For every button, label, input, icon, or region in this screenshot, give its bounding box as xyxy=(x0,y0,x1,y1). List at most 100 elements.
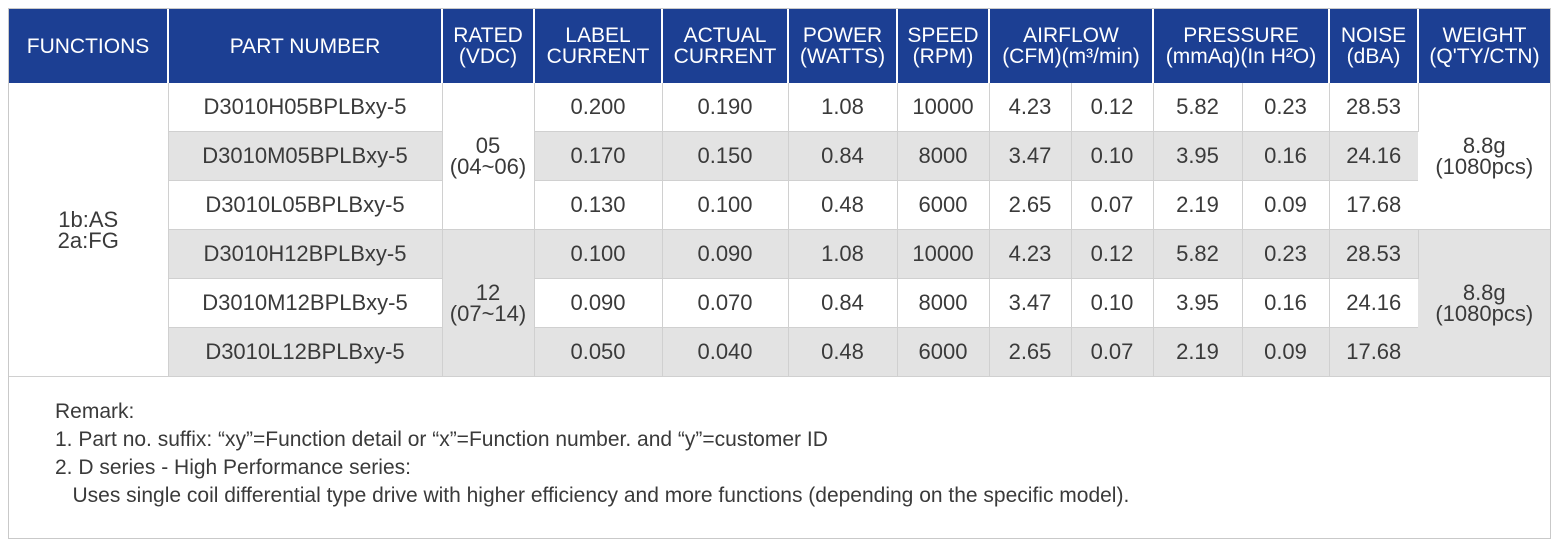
noise-cell: 28.53 xyxy=(1329,229,1419,279)
rated-cell: 12 (07~14) xyxy=(442,229,535,377)
label-current-cell: 0.130 xyxy=(534,180,663,230)
label-current-cell: 0.200 xyxy=(534,83,663,132)
rated-line2: (04~06) xyxy=(449,154,527,179)
actual-current-cell: 0.100 xyxy=(662,180,789,230)
header-rated: RATED (VDC) xyxy=(442,9,535,83)
header-noise-line1: NOISE xyxy=(1340,24,1407,47)
header-part-number: PART NUMBER xyxy=(168,9,443,83)
header-power-line2: (WATTS) xyxy=(799,45,886,68)
header-speed: SPEED (RPM) xyxy=(897,9,990,83)
speed-cell: 6000 xyxy=(897,327,990,377)
remark-line: 1. Part no. suffix: “xy”=Function detail… xyxy=(55,428,828,451)
header-speed-line2: (RPM) xyxy=(912,45,974,68)
header-rated-line2: (VDC) xyxy=(458,45,518,68)
remark-line: 2. D series - High Performance series: xyxy=(55,456,411,479)
airflow-m3min-cell: 0.10 xyxy=(1071,278,1154,328)
rated-line1: 12 xyxy=(475,280,501,305)
speed-cell: 8000 xyxy=(897,131,990,181)
weight-line2: (1080pcs) xyxy=(1435,301,1534,326)
power-cell: 0.48 xyxy=(788,327,898,377)
airflow-cfm-cell: 4.23 xyxy=(989,229,1072,279)
label-current-cell: 0.100 xyxy=(534,229,663,279)
label-current-cell: 0.170 xyxy=(534,131,663,181)
header-airflow: AIRFLOW (CFM)(m³/min) xyxy=(989,9,1154,83)
noise-cell: 24.16 xyxy=(1329,131,1418,181)
header-speed-line1: SPEED xyxy=(907,24,979,47)
speed-cell: 6000 xyxy=(897,180,990,230)
header-airflow-line1: AIRFLOW xyxy=(1023,24,1119,47)
weight-line1: 8.8g xyxy=(1462,280,1506,305)
pressure-mmaq-cell: 5.82 xyxy=(1153,83,1243,132)
airflow-m3min-cell: 0.07 xyxy=(1071,180,1154,230)
functions-line1: 1b:AS xyxy=(58,206,119,232)
header-pressure-line1: PRESSURE xyxy=(1183,24,1299,47)
weight-line1: 8.8g xyxy=(1462,133,1506,158)
functions-cell: 1b:AS 2a:FG xyxy=(9,83,169,377)
remark-heading: Remark: xyxy=(55,400,135,423)
rated-line2: (07~14) xyxy=(449,301,527,326)
header-airflow-line2: (CFM)(m³/min) xyxy=(1002,45,1140,68)
spec-table: FUNCTIONS PART NUMBER RATED (VDC) LABEL CU… xyxy=(9,9,1550,377)
noise-cell: 17.68 xyxy=(1329,180,1418,230)
pressure-inh2o-cell: 0.16 xyxy=(1242,278,1330,328)
noise-cell: 17.68 xyxy=(1329,327,1418,377)
part-number-cell: D3010H05BPLBxy-5 xyxy=(168,83,443,132)
header-label-current-line1: LABEL xyxy=(565,24,631,47)
header-actual-current-line2: CURRENT xyxy=(673,45,777,68)
speed-cell: 10000 xyxy=(897,229,990,279)
part-number-cell: D3010L05BPLBxy-5 xyxy=(168,180,443,230)
airflow-cfm-cell: 3.47 xyxy=(989,278,1072,328)
noise-cell: 28.53 xyxy=(1329,83,1419,132)
table-row: D3010L12BPLBxy-5 0.050 0.040 0.48 6000 2… xyxy=(9,327,1550,377)
power-cell: 1.08 xyxy=(788,83,898,132)
weight-cell: 8.8g (1080pcs) xyxy=(1418,229,1550,377)
pressure-mmaq-cell: 5.82 xyxy=(1153,229,1243,279)
power-cell: 0.48 xyxy=(788,180,898,230)
pressure-inh2o-cell: 0.09 xyxy=(1242,180,1330,230)
functions-line2: 2a:FG xyxy=(57,227,119,253)
header-pressure-line2: (mmAq)(In H²O) xyxy=(1165,45,1317,68)
remark-line: Uses single coil differential type drive… xyxy=(55,484,1130,507)
header-actual-current-line1: ACTUAL xyxy=(683,24,767,47)
actual-current-cell: 0.040 xyxy=(662,327,789,377)
table-row: D3010M12BPLBxy-5 0.090 0.070 0.84 8000 3… xyxy=(9,278,1550,328)
speed-cell: 8000 xyxy=(897,278,990,328)
header-functions: FUNCTIONS xyxy=(9,9,169,83)
weight-line2: (1080pcs) xyxy=(1435,154,1534,179)
header-actual-current: ACTUAL CURRENT xyxy=(662,9,789,83)
pressure-inh2o-cell: 0.23 xyxy=(1242,83,1330,132)
pressure-mmaq-cell: 2.19 xyxy=(1153,327,1243,377)
airflow-m3min-cell: 0.07 xyxy=(1071,327,1154,377)
header-row: FUNCTIONS PART NUMBER RATED (VDC) LABEL CU… xyxy=(9,9,1550,83)
header-label-current: LABEL CURRENT xyxy=(534,9,663,83)
table-row: 1b:AS 2a:FG D3010H05BPLBxy-5 05 (04~06) 0.… xyxy=(9,83,1550,377)
rated-line1: 05 xyxy=(475,133,501,158)
airflow-m3min-cell: 0.10 xyxy=(1071,131,1154,181)
header-power-line1: POWER xyxy=(802,24,883,47)
actual-current-cell: 0.190 xyxy=(662,83,789,132)
pressure-mmaq-cell: 3.95 xyxy=(1153,278,1243,328)
speed-cell: 10000 xyxy=(897,83,990,132)
header-power: POWER (WATTS) xyxy=(788,9,898,83)
header-weight-line1: WEIGHT xyxy=(1442,24,1527,47)
header-label-current-line2: CURRENT xyxy=(546,45,650,68)
airflow-cfm-cell: 2.65 xyxy=(989,327,1072,377)
spec-sheet: FUNCTIONS PART NUMBER RATED (VDC) LABEL CU… xyxy=(8,8,1551,539)
header-noise-line2: (dBA) xyxy=(1346,45,1401,68)
noise-cell: 24.16 xyxy=(1329,278,1418,328)
airflow-m3min-cell: 0.12 xyxy=(1071,229,1154,279)
pressure-inh2o-cell: 0.23 xyxy=(1242,229,1330,279)
header-pressure: PRESSURE (mmAq)(In H²O) xyxy=(1153,9,1330,83)
part-number-cell: D3010H12BPLBxy-5 xyxy=(168,229,443,279)
header-weight-line2: (Q'TY/CTN) xyxy=(1429,45,1540,68)
part-number-cell: D3010M12BPLBxy-5 xyxy=(168,278,443,328)
header-rated-line1: RATED xyxy=(453,24,523,47)
airflow-cfm-cell: 2.65 xyxy=(989,180,1072,230)
label-current-cell: 0.090 xyxy=(534,278,663,328)
part-number-cell: D3010M05BPLBxy-5 xyxy=(168,131,443,181)
table-row: D3010M05BPLBxy-5 0.170 0.150 0.84 8000 3… xyxy=(9,131,1550,181)
pressure-mmaq-cell: 3.95 xyxy=(1153,131,1243,181)
header-noise: NOISE (dBA) xyxy=(1329,9,1419,83)
remarks-block: Remark: 1. Part no. suffix: “xy”=Functio… xyxy=(55,398,1129,510)
power-cell: 0.84 xyxy=(788,131,898,181)
